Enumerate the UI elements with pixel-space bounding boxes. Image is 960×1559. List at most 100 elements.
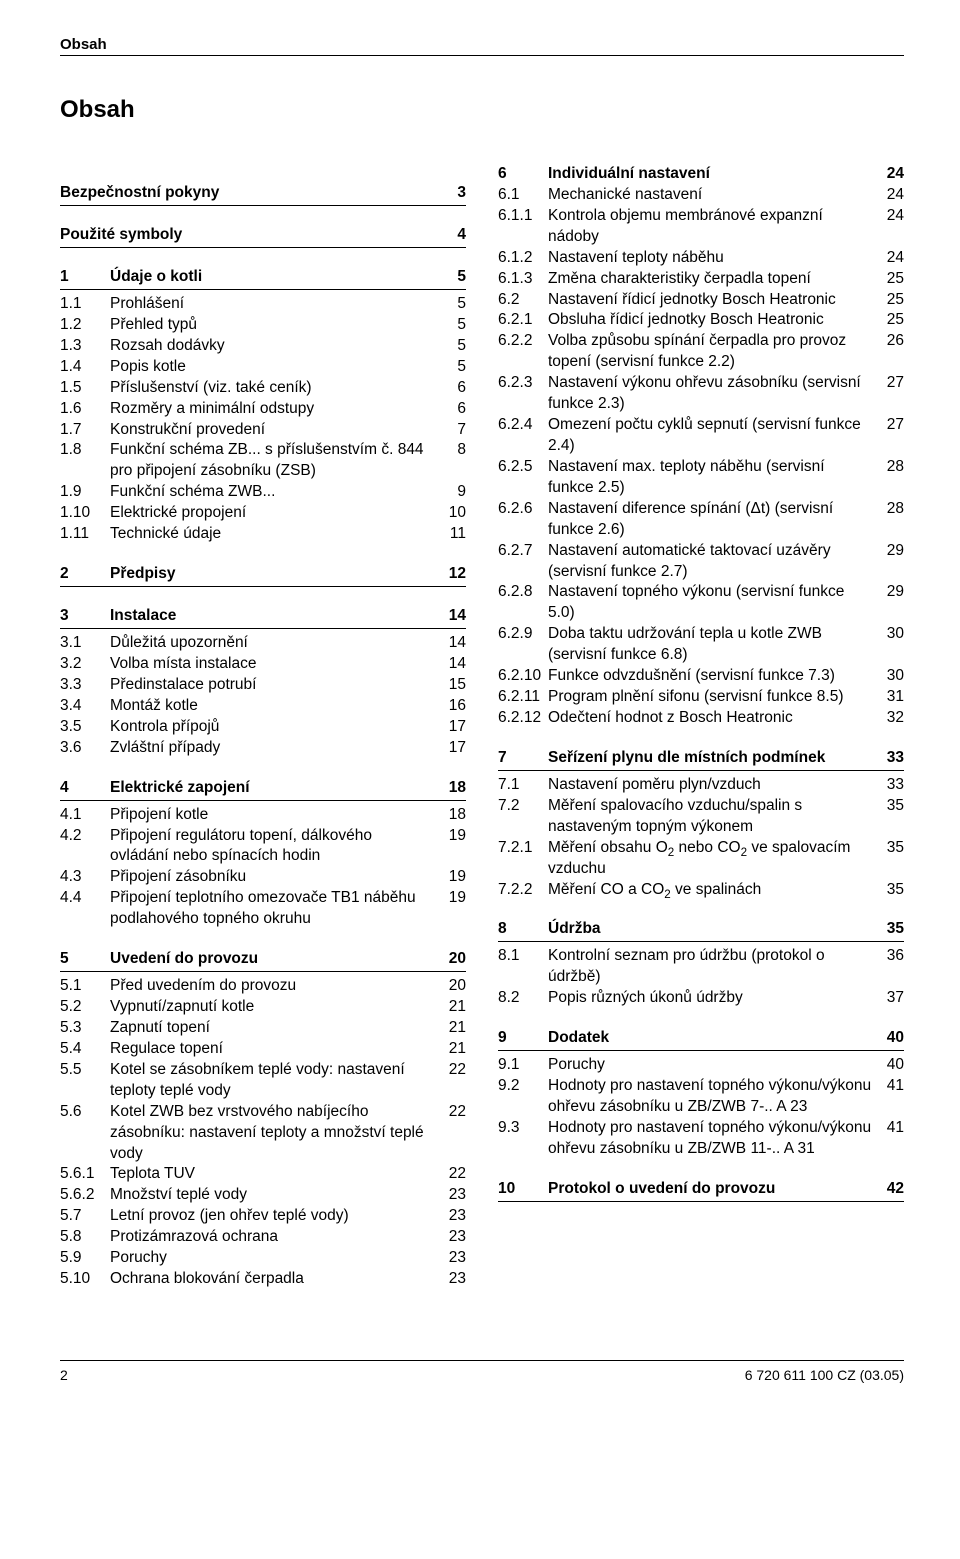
toc-entry: 7.1Nastavení poměru plyn/vzduch33 — [498, 775, 904, 796]
toc-entry: 3.5Kontrola přípojů17 — [60, 717, 466, 738]
toc-entry-title: Kontrola přípojů — [110, 717, 441, 738]
toc-entry-page: 32 — [887, 708, 904, 729]
toc-entry-number: 7 — [498, 749, 548, 767]
toc-entry-page: 10 — [449, 503, 466, 524]
toc-entry-page: 41 — [887, 1076, 904, 1097]
toc-entry-page: 24 — [887, 164, 904, 185]
toc-entry-title: Připojení kotle — [110, 805, 441, 826]
toc-entry-page: 29 — [887, 582, 904, 603]
toc-entry: 4.1Připojení kotle18 — [60, 805, 466, 826]
toc-entry-title: Nastavení topného výkonu (servisní funkc… — [548, 582, 879, 624]
toc-entry: 5.9Poruchy23 — [60, 1248, 466, 1269]
toc-entry-page: 5 — [457, 357, 466, 378]
toc-entry-title: Bezpečnostní pokyny — [60, 184, 449, 202]
toc-right-column: 6Individuální nastavení246.1Mechanické n… — [498, 164, 904, 1290]
toc-columns: Bezpečnostní pokyny3Použité symboly41Úda… — [60, 164, 904, 1290]
toc-entry-number: 9.3 — [498, 1118, 548, 1139]
toc-entry-page: 35 — [887, 796, 904, 817]
toc-entry-number: 1.11 — [60, 524, 110, 545]
toc-entry-number: 1.1 — [60, 294, 110, 315]
toc-entry-page: 16 — [449, 696, 466, 717]
toc-entry-title: Omezení počtu cyklů sepnutí (servisní fu… — [548, 415, 879, 457]
toc-entry-number: 1.5 — [60, 378, 110, 399]
page-title: Obsah — [60, 96, 904, 124]
toc-entry-title: Dodatek — [548, 1029, 879, 1047]
toc-entry: 5.6.1Teplota TUV22 — [60, 1164, 466, 1185]
toc-entry: 1.9Funkční schéma ZWB...9 — [60, 482, 466, 503]
toc-entry: 3.2Volba místa instalace14 — [60, 654, 466, 675]
toc-entry-page: 30 — [887, 666, 904, 687]
toc-entry: 6.2Nastavení řídicí jednotky Bosch Heatr… — [498, 290, 904, 311]
toc-entry-page: 14 — [449, 633, 466, 654]
toc-entry-page: 23 — [449, 1248, 466, 1269]
toc-entry-number: 1.10 — [60, 503, 110, 524]
toc-entry-page: 31 — [887, 687, 904, 708]
toc-section-head: Použité symboly4 — [60, 226, 466, 248]
toc-entry-number: 6.1.3 — [498, 269, 548, 290]
toc-entry: 4.3Připojení zásobníku19 — [60, 867, 466, 888]
toc-entry-page: 27 — [887, 415, 904, 436]
toc-entry: 6.2.3Nastavení výkonu ohřevu zásobníku (… — [498, 373, 904, 415]
toc-entry-number: 4.4 — [60, 888, 110, 909]
toc-entry-number: 9 — [498, 1029, 548, 1047]
toc-section-head: 10Protokol o uvedení do provozu 42 — [498, 1180, 904, 1202]
toc-entry-title: Předpisy — [110, 565, 441, 583]
toc-section-head: 1Údaje o kotli5 — [60, 268, 466, 290]
toc-entry: 5.10Ochrana blokování čerpadla23 — [60, 1269, 466, 1290]
toc-entry-number: 4 — [60, 779, 110, 797]
toc-entry: 1.8Funkční schéma ZB... s příslušenstvím… — [60, 440, 466, 482]
toc-entry: 4.4Připojení teplotního omezovače TB1 ná… — [60, 888, 466, 930]
toc-entry-page: 17 — [449, 717, 466, 738]
toc-section-head: 5Uvedení do provozu20 — [60, 950, 466, 972]
toc-entry-number: 3.2 — [60, 654, 110, 675]
toc-entry-title: Předinstalace potrubí — [110, 675, 441, 696]
toc-entry: 5.1Před uvedením do provozu20 — [60, 976, 466, 997]
toc-entry-number: 6.2 — [498, 290, 548, 311]
toc-entry-number: 1.2 — [60, 315, 110, 336]
toc-entry-number: 6.2.6 — [498, 499, 548, 520]
toc-entry: 3.1Důležitá upozornění14 — [60, 633, 466, 654]
toc-entry-page: 42 — [887, 1180, 904, 1198]
toc-entry-page: 21 — [449, 997, 466, 1018]
toc-entry-title: Kontrolní seznam pro údržbu (protokol o … — [548, 946, 879, 988]
toc-entry-page: 5 — [457, 336, 466, 357]
toc-entry-title: Instalace — [110, 607, 441, 625]
toc-section-head: 7Seřízení plynu dle místních podmínek33 — [498, 749, 904, 771]
toc-entry-title: Před uvedením do provozu — [110, 976, 441, 997]
toc-entry-page: 23 — [449, 1227, 466, 1248]
toc-entry-title: Protokol o uvedení do provozu — [548, 1180, 879, 1198]
toc-entry: 6.1.1Kontrola objemu membránové expanzní… — [498, 206, 904, 248]
toc-entry-number: 4.1 — [60, 805, 110, 826]
toc-entry-page: 17 — [449, 738, 466, 759]
toc-entry: 5.3Zapnutí topení21 — [60, 1018, 466, 1039]
toc-section-head: 8Údržba35 — [498, 920, 904, 942]
toc-entry: 1.2Přehled typů5 — [60, 315, 466, 336]
toc-entry: 5.6Kotel ZWB bez vrstvového nabíjecího z… — [60, 1102, 466, 1165]
toc-entry-page: 15 — [449, 675, 466, 696]
toc-entry-page: 12 — [449, 565, 466, 583]
toc-entry-page: 21 — [449, 1018, 466, 1039]
toc-entry-number: 10 — [498, 1180, 548, 1198]
toc-entry: 6.2.2Volba způsobu spínání čerpadla pro … — [498, 331, 904, 373]
toc-entry-number: 6.2.1 — [498, 310, 548, 331]
toc-entry: 3.3Předinstalace potrubí15 — [60, 675, 466, 696]
toc-entry-number: 5.10 — [60, 1269, 110, 1290]
toc-entry-number: 7.2 — [498, 796, 548, 817]
toc-entry-title: Příslušenství (viz. také ceník) — [110, 378, 449, 399]
toc-entry-number: 9.2 — [498, 1076, 548, 1097]
toc-entry-page: 5 — [457, 315, 466, 336]
toc-entry-title: Kotel se zásobníkem teplé vody: nastaven… — [110, 1060, 441, 1102]
toc-entry-title: Kontrola objemu membránové expanzní nádo… — [548, 206, 879, 248]
toc-entry: 6.2.1Obsluha řídicí jednotky Bosch Heatr… — [498, 310, 904, 331]
toc-entry: 6.2.4Omezení počtu cyklů sepnutí (servis… — [498, 415, 904, 457]
toc-entry-number: 6.2.2 — [498, 331, 548, 352]
toc-entry-number: 1.7 — [60, 420, 110, 441]
toc-entry: 7.2.2Měření CO a CO2 ve spalinách35 — [498, 880, 904, 901]
toc-entry: 1.11Technické údaje11 — [60, 524, 466, 545]
page-footer: 2 6 720 611 100 CZ (03.05) — [60, 1360, 904, 1383]
toc-entry-page: 23 — [449, 1185, 466, 1206]
toc-entry-number: 5.1 — [60, 976, 110, 997]
toc-entry: 6.1.3Změna charakteristiky čerpadla tope… — [498, 269, 904, 290]
toc-entry-title: Elektrické propojení — [110, 503, 441, 524]
toc-entry-page: 30 — [887, 624, 904, 645]
